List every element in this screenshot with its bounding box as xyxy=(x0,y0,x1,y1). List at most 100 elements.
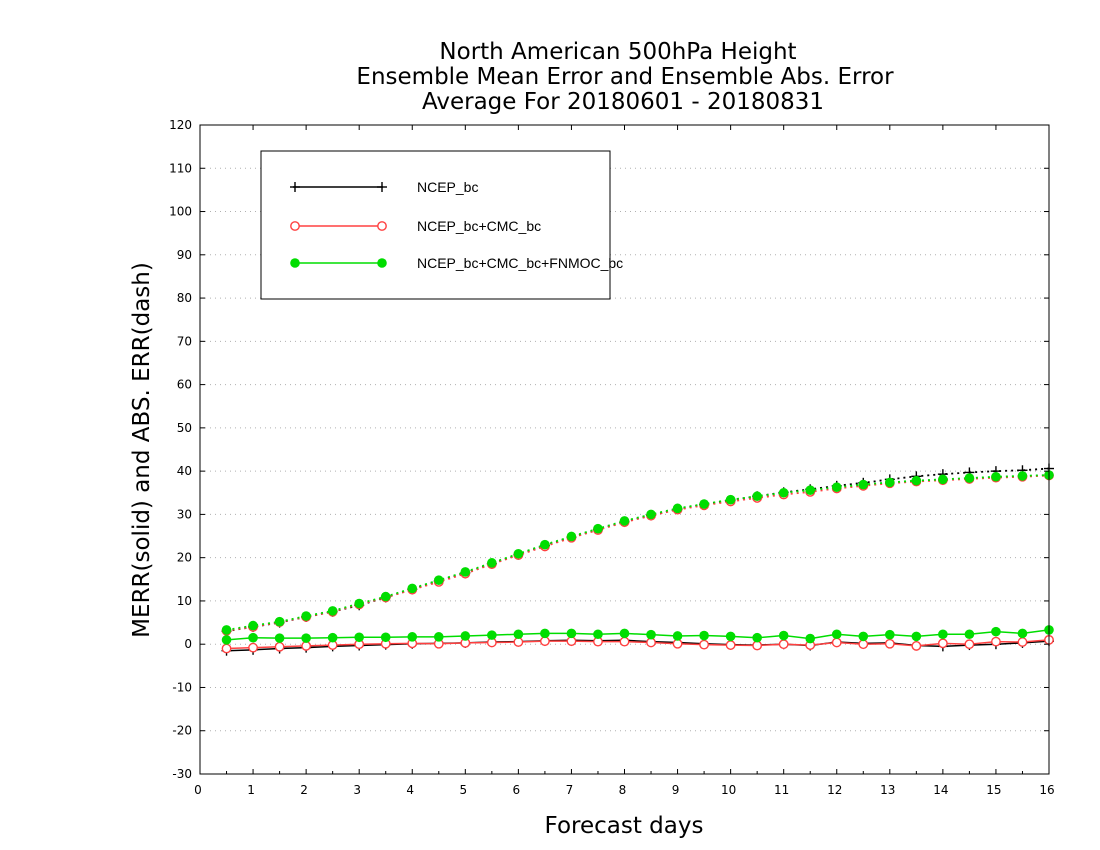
x-tick-label: 14 xyxy=(933,783,948,797)
abs-err-point xyxy=(274,616,285,627)
y-tick-label: 10 xyxy=(177,594,192,608)
chart-title: North American 500hPa Height Ensemble Me… xyxy=(356,39,894,115)
title-line-2: Ensemble Mean Error and Ensemble Abs. Er… xyxy=(356,64,894,90)
merr-point xyxy=(778,630,789,641)
y-tick-label: 100 xyxy=(169,205,192,219)
legend-marker-end xyxy=(377,182,387,192)
series-2 xyxy=(221,470,1054,645)
merr-point xyxy=(380,632,391,643)
abs-err-point xyxy=(301,611,311,621)
y-tick-label: 30 xyxy=(177,507,192,521)
merr-point xyxy=(619,628,630,639)
y-tick-label: 0 xyxy=(184,637,192,651)
merr-point xyxy=(354,632,364,643)
merr-point xyxy=(672,638,683,649)
abs-err-point xyxy=(407,583,418,594)
y-tick-label: 40 xyxy=(177,464,192,478)
merr-point xyxy=(248,642,258,653)
merr-point xyxy=(566,628,577,639)
abs-err-point xyxy=(619,516,630,526)
merr-point xyxy=(858,639,869,650)
abs-err-point xyxy=(858,479,869,490)
merr-point xyxy=(964,629,975,640)
y-tick-label: -30 xyxy=(172,767,192,781)
abs-err-point xyxy=(540,539,550,550)
merr-point xyxy=(646,629,656,640)
abs-err-point xyxy=(991,471,1001,482)
merr-point xyxy=(619,636,630,647)
abs-err-point xyxy=(513,548,524,559)
merr-point xyxy=(699,639,709,650)
abs-err-point xyxy=(354,598,364,609)
abs-err-point xyxy=(593,523,603,534)
merr-point xyxy=(831,637,842,648)
merr-point xyxy=(725,640,736,650)
abs-err-line-2 xyxy=(226,474,1050,631)
title-line-1: North American 500hPa Height xyxy=(439,39,796,65)
merr-point xyxy=(301,633,311,643)
abs-err-point xyxy=(964,473,975,483)
abs-err-point xyxy=(380,591,391,602)
x-tick-label: 4 xyxy=(406,783,414,797)
x-tick-label: 8 xyxy=(619,783,627,797)
abs-err-point xyxy=(911,475,922,486)
y-axis: -30 -20 -10 0 10 20 30 40 50 60 70 80 90 100 110 120 xyxy=(169,118,1049,781)
merr-point xyxy=(274,641,285,652)
series-1 xyxy=(221,470,1054,654)
legend-marker-start xyxy=(290,182,300,192)
abs-err-point xyxy=(1017,471,1028,481)
legend-marker-start xyxy=(290,221,300,231)
merr-point xyxy=(991,636,1001,647)
y-tick-label: 60 xyxy=(177,378,192,392)
series-layer xyxy=(221,463,1054,656)
legend: NCEP_bc NCEP_bc+CMC_bc NCEP_bc+CMC_bc+FNMO… xyxy=(260,150,623,300)
merr-point xyxy=(487,630,497,640)
merr-point xyxy=(805,633,816,644)
abs-err-line-0 xyxy=(226,467,1050,633)
merr-point xyxy=(938,629,948,640)
merr-point xyxy=(248,632,258,643)
y-tick-label: 80 xyxy=(177,291,192,305)
x-tick-label: 3 xyxy=(353,783,361,797)
abs-err-point xyxy=(460,567,471,577)
merr-point xyxy=(274,633,285,643)
x-tick-label: 15 xyxy=(986,783,1001,797)
x-tick-label: 12 xyxy=(827,783,842,797)
abs-err-point xyxy=(646,509,656,520)
x-tick-label: 0 xyxy=(194,783,202,797)
x-tick-label: 7 xyxy=(566,783,574,797)
merr-point xyxy=(513,629,524,640)
merr-line-2 xyxy=(226,629,1050,641)
abs-err-line-1 xyxy=(226,474,1050,632)
legend-marker-end xyxy=(377,258,387,268)
abs-err-point xyxy=(433,575,444,585)
abs-err-point xyxy=(672,503,683,514)
abs-err-point xyxy=(566,531,577,542)
y-tick-label: 110 xyxy=(169,161,192,175)
x-tick-label: 11 xyxy=(774,783,789,797)
abs-err-point xyxy=(699,499,709,509)
legend-marker-end xyxy=(377,221,387,231)
merr-point xyxy=(884,638,895,649)
title-line-3: Average For 20180601 - 20180831 xyxy=(422,89,824,115)
abs-err-point xyxy=(938,474,948,485)
y-tick-label: 120 xyxy=(169,118,192,132)
legend-marker-start xyxy=(290,258,300,268)
merr-point xyxy=(937,638,948,649)
merr-point xyxy=(699,630,709,641)
merr-point xyxy=(540,636,550,647)
x-tick-label: 5 xyxy=(459,783,467,797)
merr-point xyxy=(460,631,471,641)
x-axis-label: Forecast days xyxy=(545,813,704,839)
y-tick-label: 50 xyxy=(177,421,192,435)
y-tick-label: 70 xyxy=(177,334,192,348)
legend-label-0: NCEP_bc xyxy=(417,179,478,195)
y-tick-label: -10 xyxy=(172,680,192,694)
y-tick-label: -20 xyxy=(172,724,192,738)
merr-point xyxy=(1017,628,1028,639)
merr-point xyxy=(831,629,842,640)
abs-err-point xyxy=(725,494,736,505)
merr-point xyxy=(407,632,418,642)
x-tick-label: 2 xyxy=(300,783,308,797)
x-tick-label: 6 xyxy=(513,783,521,797)
